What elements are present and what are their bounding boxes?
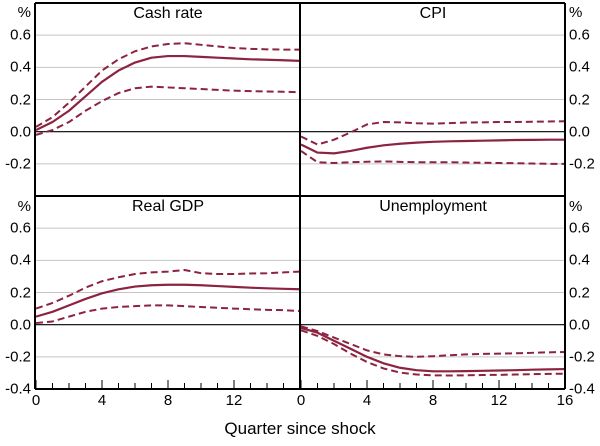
- y-tick-label: 0.2: [569, 91, 590, 108]
- y-tick-label: -0.4: [569, 380, 595, 398]
- x-axis-title: Quarter since shock: [224, 419, 376, 438]
- y-tick-label: 0.6: [10, 219, 31, 237]
- x-tick-label: 12: [225, 392, 243, 409]
- y-tick-label: 0.4: [10, 58, 31, 76]
- y-tick-label: -0.2: [569, 155, 595, 173]
- percent-label-top-left: %: [17, 4, 31, 21]
- y-tick-label: 0.4: [569, 58, 590, 76]
- series-upper-band-top-right: [300, 120, 566, 146]
- y-tick-label: 0.4: [569, 251, 590, 269]
- y-tick-label: 0.6: [569, 26, 590, 44]
- x-tick-label: 4: [362, 392, 372, 409]
- y-tick-label: 0.2: [569, 284, 590, 301]
- y-tick-label: 0.0: [10, 123, 31, 141]
- y-tick-label: 0.2: [10, 284, 31, 301]
- series-response-top-right: [300, 138, 565, 155]
- y-tick-label: 0.0: [569, 123, 590, 141]
- y-tick-label: -0.2: [5, 155, 31, 173]
- panel-title-cpi: CPI: [419, 5, 447, 22]
- series-lower-band-top-left: [35, 85, 301, 136]
- panel-title-unemployment: Unemployment: [379, 198, 487, 215]
- y-tick-label: 0.0: [10, 316, 31, 334]
- x-tick-label: 4: [97, 392, 107, 409]
- series-response-top-left: [35, 54, 301, 132]
- y-tick-label: 0.0: [569, 316, 590, 334]
- series-upper-band-bottom-left: [35, 268, 301, 310]
- series-lower-band-bottom-left: [35, 304, 301, 325]
- panel-title-real-gdp: Real GDP: [131, 198, 205, 215]
- y-tick-label: 0.2: [10, 91, 31, 108]
- y-tick-label: -0.4: [5, 380, 31, 398]
- x-tick-label: 12: [490, 392, 508, 409]
- series-response-bottom-left: [35, 283, 301, 318]
- y-tick-label: 0.6: [10, 26, 31, 44]
- y-tick-label: -0.2: [5, 348, 31, 366]
- y-tick-label: -0.2: [569, 348, 595, 366]
- percent-label-bottom-left: %: [17, 198, 31, 215]
- panel-title-cash-rate: Cash rate: [133, 5, 203, 22]
- x-tick-label: 0: [31, 392, 41, 409]
- x-tick-label: 0: [296, 392, 306, 409]
- series-upper-band-bottom-right: [300, 325, 566, 358]
- percent-label-top-right: %: [569, 4, 583, 21]
- x-tick-label: 8: [428, 392, 438, 409]
- series-response-bottom-right: [300, 326, 566, 373]
- x-tick-label: 16: [556, 392, 574, 409]
- series-lower-band-top-right: [300, 150, 565, 165]
- y-tick-label: 0.4: [10, 251, 31, 269]
- y-tick-label: 0.6: [569, 219, 590, 237]
- percent-label-bottom-right: %: [569, 198, 583, 215]
- series-lower-band-bottom-right: [300, 329, 566, 377]
- series-upper-band-top-left: [35, 42, 300, 128]
- x-tick-label: 8: [163, 392, 173, 409]
